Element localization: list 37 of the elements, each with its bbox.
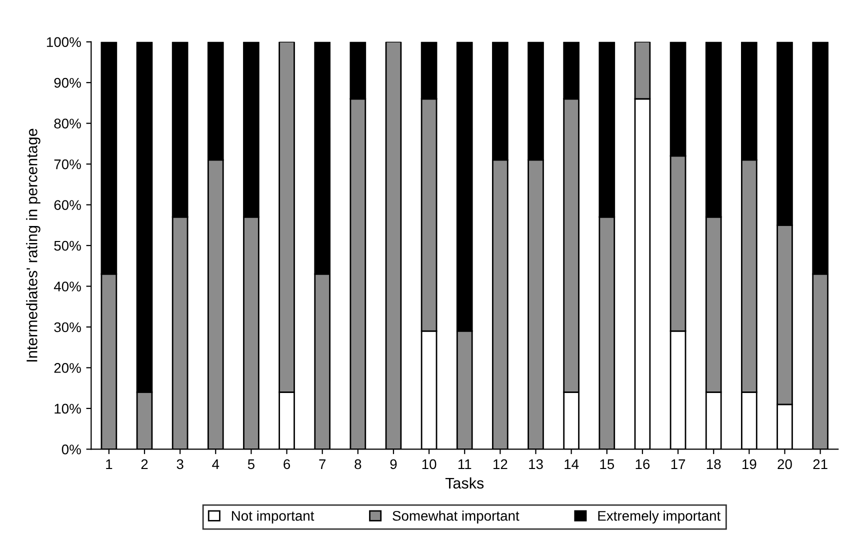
x-tick-label: 15: [600, 459, 614, 470]
y-tick-label: 50%: [54, 240, 81, 251]
x-tick-label: 4: [212, 459, 220, 469]
legend-label: Not important: [232, 510, 314, 524]
y-tick-label: 80%: [54, 118, 81, 128]
y-tick-label: 20%: [54, 363, 81, 373]
y-tick-label: 10%: [54, 404, 81, 414]
y-tick-label: 0%: [62, 444, 81, 454]
x-tick-label: 19: [742, 459, 756, 470]
y-tick-label: 90%: [54, 78, 81, 88]
x-tick-label: 12: [494, 459, 508, 469]
x-tick-label: 6: [284, 459, 290, 470]
x-tick-label: 8: [354, 459, 362, 470]
x-tick-label: 17: [671, 459, 686, 469]
x-tick-label: 13: [529, 459, 543, 470]
y-tick-label: 70%: [54, 159, 81, 170]
x-tick-label: 14: [564, 459, 579, 469]
x-tick-label: 16: [636, 459, 650, 470]
x-tick-label: 21: [813, 459, 828, 469]
x-tick-label: 7: [319, 459, 326, 469]
y-tick-label: 30%: [54, 322, 81, 332]
x-tick-label: 5: [248, 459, 254, 470]
y-tick-label: 40%: [54, 282, 81, 292]
x-tick-label: 1: [106, 459, 112, 469]
y-tick-label: 60%: [54, 200, 81, 210]
x-tick-label: 11: [458, 459, 472, 469]
y-axis-title: Intermediates' rating in percentage: [26, 128, 40, 362]
x-axis-title: Tasks: [445, 477, 484, 489]
legend-label: Somewhat important: [392, 510, 520, 524]
x-tick-label: 18: [706, 459, 721, 470]
x-tick-label: 20: [778, 459, 792, 470]
x-tick-label: 3: [176, 459, 184, 470]
x-tick-label: 10: [422, 459, 436, 470]
legend-label: Extremely important: [598, 510, 721, 524]
x-tick-label: 2: [141, 459, 148, 469]
x-tick-label: 9: [390, 459, 397, 470]
y-tick-label: 100%: [46, 37, 81, 48]
